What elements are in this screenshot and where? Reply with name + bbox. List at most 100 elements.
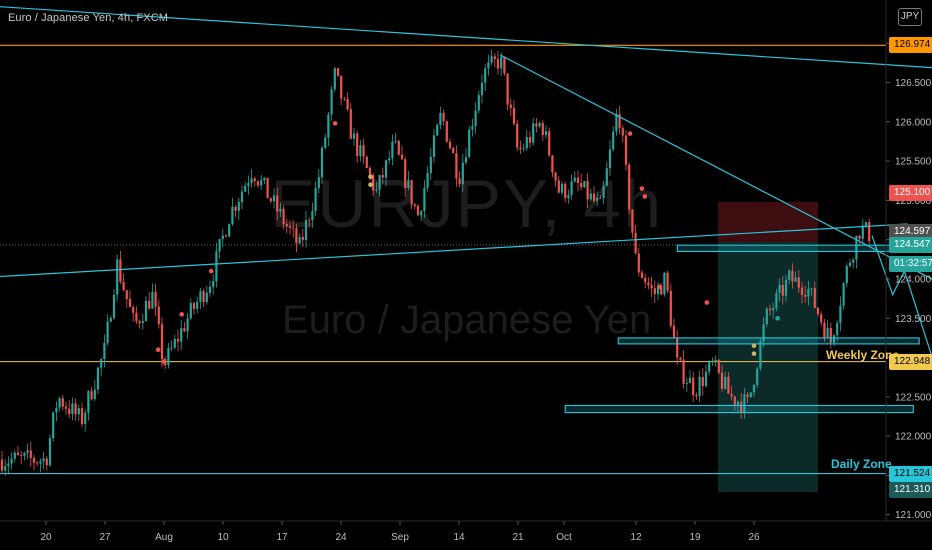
candle-body [516,123,519,148]
candle [855,235,858,269]
candle [557,176,560,194]
candle [407,171,410,191]
price-tick-label: 126.000 [895,117,932,128]
candle [775,289,778,312]
candle-body [154,291,157,307]
candle [122,273,125,292]
candle [148,292,151,310]
candle-body [548,131,551,156]
candle [391,134,394,166]
candle [308,217,311,228]
candle-body [279,208,282,212]
candle [330,86,333,121]
candle-body [727,376,730,394]
candle [724,371,727,391]
candle-body [404,159,407,188]
trendlines[interactable] [0,4,932,291]
signal-dot [639,186,645,191]
watermark-name: Euro / Japanese Yen [282,298,652,342]
price-axis[interactable]: 127.000126.500126.000125.500125.000124.5… [886,39,932,521]
candle-body [541,122,544,135]
candle-body [532,123,535,143]
candle-body [464,157,468,163]
candle-body [487,62,490,69]
candle-body [551,155,554,173]
candle-body [29,450,32,459]
candle [378,174,381,197]
candle [141,313,144,330]
price-tag: 124.597 [889,224,932,241]
candle [608,140,612,177]
candle-body [599,197,602,199]
take-profit-zone[interactable] [718,242,818,492]
candle [215,242,218,288]
candle [173,334,176,350]
candle-body [116,259,119,295]
candle [176,329,180,351]
candle-body [144,300,148,322]
price-tick-label: 122.000 [895,432,932,443]
candle [45,455,48,471]
candle-body [656,285,660,295]
stop-loss-zone[interactable] [718,202,818,242]
candle-body [23,452,26,456]
candle [842,281,845,310]
candle [311,202,314,228]
candle [570,174,573,200]
candle-body [157,306,160,325]
candle-body [848,262,852,266]
projection-path[interactable] [871,235,932,464]
candle [7,456,10,474]
candle [125,290,128,308]
candle [829,322,832,349]
candle [39,458,42,473]
candle [522,143,525,152]
price-tag: 121.310 [889,482,932,499]
candle [519,140,522,155]
candle-body [10,458,13,464]
candle [656,281,660,300]
candle-body [868,222,871,242]
candle-body [250,178,253,184]
candle-body [762,324,765,342]
candle-body [343,98,346,100]
candle-body [663,272,666,295]
candle-body [445,121,448,142]
candle-body [756,368,759,385]
candle-body [644,277,647,283]
candle [468,125,471,158]
candle [256,180,260,188]
candle-body [525,137,528,149]
candle [340,75,343,106]
candle [384,159,388,187]
candle-body [669,290,672,326]
candle-body [794,277,797,282]
candle-body [301,236,304,240]
candle [512,100,516,126]
horizontal-levels[interactable] [0,44,886,475]
candle [13,450,16,463]
zone-rectangles[interactable] [564,244,932,414]
trendline [0,6,932,69]
candle-body [544,131,548,135]
candle-body [791,270,794,282]
candle [298,233,301,245]
time-axis[interactable]: 20 27 Aug 10 17 24 Sep 14 21 Oct 12 19 26 [40,521,760,543]
candle [839,296,842,332]
daily-zone-label: Daily Zone [831,457,892,471]
candle [743,388,746,419]
candle [320,145,324,184]
candle-body [567,195,570,199]
candle [432,128,436,163]
candle-body [272,195,276,202]
candle [160,317,164,368]
candle [196,296,199,314]
candle-body [688,377,692,383]
currency-button[interactable]: JPY [898,8,922,26]
trendline [500,54,932,280]
candle-body [263,177,266,181]
signal-dot [155,347,161,352]
candle [768,304,772,316]
